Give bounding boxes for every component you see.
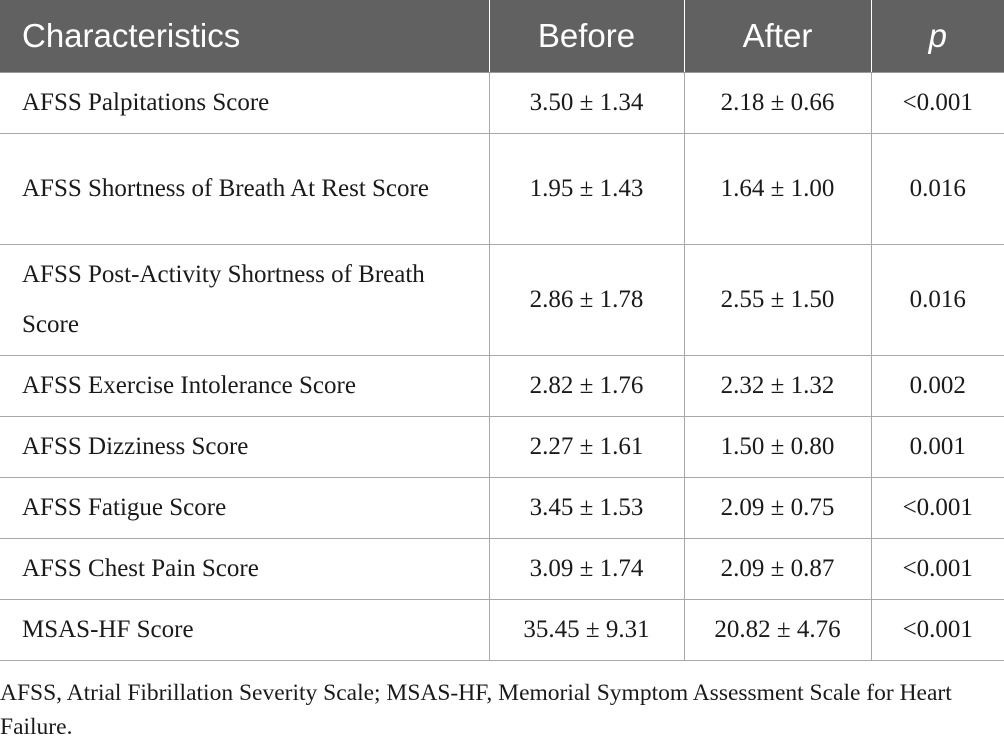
p-value: 0.016 — [870, 133, 1004, 245]
header-characteristics: Characteristics — [0, 0, 489, 73]
after-value: 2.18 ± 0.66 — [683, 72, 872, 134]
table-row: AFSS Shortness of Breath At Rest Score 1… — [0, 133, 1004, 245]
row-label: MSAS-HF Score — [0, 599, 490, 661]
table-row: AFSS Chest Pain Score 3.09 ± 1.74 2.09 ±… — [0, 538, 1004, 600]
after-value: 2.55 ± 1.50 — [683, 244, 872, 356]
before-value: 1.95 ± 1.43 — [488, 133, 685, 245]
before-value: 3.50 ± 1.34 — [488, 72, 685, 134]
after-value: 2.32 ± 1.32 — [683, 355, 872, 417]
p-value: <0.001 — [870, 477, 1004, 539]
p-value: 0.001 — [870, 416, 1004, 478]
before-value: 2.82 ± 1.76 — [488, 355, 685, 417]
results-table: Characteristics Before After p AFSS Palp… — [0, 0, 1004, 661]
header-row: Characteristics Before After p — [0, 0, 1004, 73]
header-after: After — [683, 0, 871, 73]
after-value: 2.09 ± 0.87 — [683, 538, 872, 600]
row-label: AFSS Dizziness Score — [0, 416, 490, 478]
table-header: Characteristics Before After p — [0, 0, 1004, 73]
after-value: 20.82 ± 4.76 — [683, 599, 872, 661]
after-value: 2.09 ± 0.75 — [683, 477, 872, 539]
before-value: 3.09 ± 1.74 — [488, 538, 685, 600]
p-value: <0.001 — [870, 72, 1004, 134]
after-value: 1.64 ± 1.00 — [683, 133, 872, 245]
table-row: AFSS Fatigue Score 3.45 ± 1.53 2.09 ± 0.… — [0, 477, 1004, 539]
before-value: 35.45 ± 9.31 — [488, 599, 685, 661]
before-value: 2.86 ± 1.78 — [488, 244, 685, 356]
row-label: AFSS Palpitations Score — [0, 72, 490, 134]
before-value: 2.27 ± 1.61 — [488, 416, 685, 478]
row-label: AFSS Shortness of Breath At Rest Score — [0, 133, 490, 245]
table-row: AFSS Dizziness Score 2.27 ± 1.61 1.50 ± … — [0, 416, 1004, 478]
table-row: AFSS Post-Activity Shortness of Breath S… — [0, 244, 1004, 356]
table-row: MSAS-HF Score 35.45 ± 9.31 20.82 ± 4.76 … — [0, 599, 1004, 661]
row-label: AFSS Chest Pain Score — [0, 538, 490, 600]
p-value: <0.001 — [870, 599, 1004, 661]
before-value: 3.45 ± 1.53 — [488, 477, 685, 539]
row-label: AFSS Exercise Intolerance Score — [0, 355, 490, 417]
results-table-container: Characteristics Before After p AFSS Palp… — [0, 0, 1004, 661]
row-label: AFSS Post-Activity Shortness of Breath S… — [0, 244, 490, 356]
after-value: 1.50 ± 0.80 — [683, 416, 872, 478]
table-body: AFSS Palpitations Score 3.50 ± 1.34 2.18… — [0, 72, 1004, 661]
p-value: <0.001 — [870, 538, 1004, 600]
table-footnote: AFSS, Atrial Fibrillation Severity Scale… — [0, 680, 952, 740]
row-label: AFSS Fatigue Score — [0, 477, 490, 539]
header-p-value: p — [870, 0, 1004, 73]
p-value: 0.016 — [870, 244, 1004, 356]
p-value: 0.002 — [870, 355, 1004, 417]
table-row: AFSS Palpitations Score 3.50 ± 1.34 2.18… — [0, 72, 1004, 134]
table-row: AFSS Exercise Intolerance Score 2.82 ± 1… — [0, 355, 1004, 417]
header-before: Before — [488, 0, 684, 73]
